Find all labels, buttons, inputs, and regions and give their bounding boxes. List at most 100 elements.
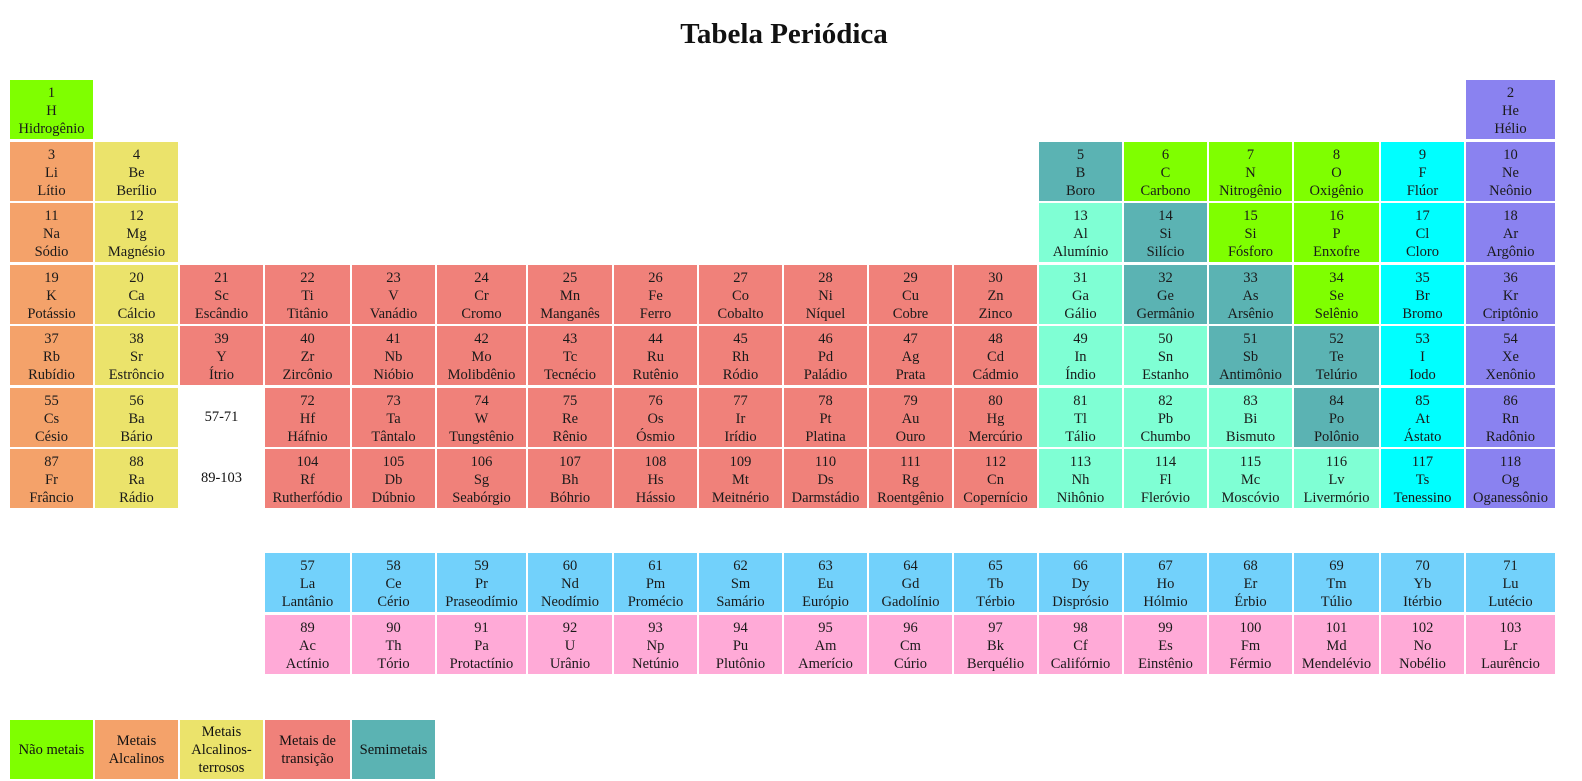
element-cell-cf-98[interactable]: 98 Cf Califórnio [1039,614,1122,674]
element-cell-cd-48[interactable]: 48 Cd Cádmio [954,326,1037,385]
element-cell-sr-38[interactable]: 38 Sr Estrôncio [95,326,178,385]
element-cell-nd-60[interactable]: 60 Nd Neodímio [528,553,612,612]
element-cell-rh-45[interactable]: 45 Rh Ródio [699,326,782,385]
element-cell-sc-21[interactable]: 21 Sc Escândio [180,264,263,324]
element-cell-bi-83[interactable]: 83 Bi Bismuto [1209,387,1292,447]
element-cell-cr-24[interactable]: 24 Cr Cromo [437,264,526,324]
element-cell-ti-22[interactable]: 22 Ti Titânio [265,264,350,324]
element-cell-c-6[interactable]: 6 C Carbono [1124,141,1207,201]
element-cell-mg-12[interactable]: 12 Mg Magnésio [95,203,178,262]
element-cell-sm-62[interactable]: 62 Sm Samário [699,553,782,612]
element-cell-w-74[interactable]: 74 W Tungstênio [437,387,526,447]
element-cell-ni-28[interactable]: 28 Ni Níquel [784,264,867,324]
element-cell-fl-114[interactable]: 114 Fl Fleróvio [1124,449,1207,508]
element-cell-v-23[interactable]: 23 V Vanádio [352,264,435,324]
element-cell-gd-64[interactable]: 64 Gd Gadolínio [869,553,952,612]
element-cell-lv-116[interactable]: 116 Lv Livermório [1294,449,1379,508]
element-cell-ce-58[interactable]: 58 Ce Cério [352,553,435,612]
element-cell-hs-108[interactable]: 108 Hs Hássio [614,449,697,508]
element-cell-re-75[interactable]: 75 Re Rênio [528,387,612,447]
element-cell-nh-113[interactable]: 113 Nh Nihônio [1039,449,1122,508]
element-cell-te-52[interactable]: 52 Te Telúrio [1294,326,1379,385]
element-cell-pb-82[interactable]: 82 Pb Chumbo [1124,387,1207,447]
element-cell-md-101[interactable]: 101 Md Mendelévio [1294,614,1379,674]
element-cell-pt-78[interactable]: 78 Pt Platina [784,387,867,447]
element-cell-as-33[interactable]: 33 As Arsênio [1209,264,1292,324]
element-cell-zr-40[interactable]: 40 Zr Zircônio [265,326,350,385]
element-cell-th-90[interactable]: 90 Th Tório [352,614,435,674]
element-cell-pd-46[interactable]: 46 Pd Paládio [784,326,867,385]
element-cell-in-49[interactable]: 49 In Índio [1039,326,1122,385]
element-cell-sg-106[interactable]: 106 Sg Seabórgio [437,449,526,508]
element-cell-ds-110[interactable]: 110 Ds Darmstádio [784,449,867,508]
element-cell-he-2[interactable]: 2 He Hélio [1466,80,1555,139]
element-cell-am-95[interactable]: 95 Am Amerício [784,614,867,674]
element-cell-ru-44[interactable]: 44 Ru Rutênio [614,326,697,385]
element-cell-hf-72[interactable]: 72 Hf Háfnio [265,387,350,447]
element-cell-sn-50[interactable]: 50 Sn Estanho [1124,326,1207,385]
element-cell-ra-88[interactable]: 88 Ra Rádio [95,449,178,508]
element-cell-rf-104[interactable]: 104 Rf Rutherfódio [265,449,350,508]
element-cell-cn-112[interactable]: 112 Cn Copernício [954,449,1037,508]
element-cell-p-16[interactable]: 16 P Enxofre [1294,203,1379,262]
element-cell-tb-65[interactable]: 65 Tb Térbio [954,553,1037,612]
element-cell-dy-66[interactable]: 66 Dy Disprósio [1039,553,1122,612]
element-cell-fm-100[interactable]: 100 Fm Férmio [1209,614,1292,674]
element-cell-u-92[interactable]: 92 U Urânio [528,614,612,674]
element-cell-tm-69[interactable]: 69 Tm Túlio [1294,553,1379,612]
element-cell-co-27[interactable]: 27 Co Cobalto [699,264,782,324]
element-cell-ir-77[interactable]: 77 Ir Irídio [699,387,782,447]
element-cell-db-105[interactable]: 105 Db Dúbnio [352,449,435,508]
element-cell-zn-30[interactable]: 30 Zn Zinco [954,264,1037,324]
element-cell-au-79[interactable]: 79 Au Ouro [869,387,952,447]
element-cell-lr-103[interactable]: 103 Lr Laurêncio [1466,614,1555,674]
element-cell-nb-41[interactable]: 41 Nb Nióbio [352,326,435,385]
element-cell-b-5[interactable]: 5 B Boro [1039,141,1122,201]
element-cell-o-8[interactable]: 8 O Oxigênio [1294,141,1379,201]
element-cell-bh-107[interactable]: 107 Bh Bóhrio [528,449,612,508]
element-cell-ts-117[interactable]: 117 Ts Tenessino [1381,449,1464,508]
element-cell-pm-61[interactable]: 61 Pm Promécio [614,553,697,612]
element-cell-si-15[interactable]: 15 Si Fósforo [1209,203,1292,262]
element-cell-og-118[interactable]: 118 Og Oganessônio [1466,449,1555,508]
element-cell-pr-59[interactable]: 59 Pr Praseodímio [437,553,526,612]
element-cell-no-102[interactable]: 102 No Nobélio [1381,614,1464,674]
element-cell-at-85[interactable]: 85 At Ástato [1381,387,1464,447]
element-cell-la-57[interactable]: 57 La Lantânio [265,553,350,612]
element-cell-ar-18[interactable]: 18 Ar Argônio [1466,203,1555,262]
element-cell-ac-89[interactable]: 89 Ac Actínio [265,614,350,674]
element-cell-ga-31[interactable]: 31 Ga Gálio [1039,264,1122,324]
element-cell-mn-25[interactable]: 25 Mn Manganês [528,264,612,324]
element-cell-mo-42[interactable]: 42 Mo Molibdênio [437,326,526,385]
element-cell-ne-10[interactable]: 10 Ne Neônio [1466,141,1555,201]
element-cell-ca-20[interactable]: 20 Ca Cálcio [95,264,178,324]
element-cell-er-68[interactable]: 68 Er Érbio [1209,553,1292,612]
element-cell-si-14[interactable]: 14 Si Silício [1124,203,1207,262]
element-cell-es-99[interactable]: 99 Es Einstênio [1124,614,1207,674]
element-cell-tl-81[interactable]: 81 Tl Tálio [1039,387,1122,447]
element-cell-yb-70[interactable]: 70 Yb Itérbio [1381,553,1464,612]
element-cell-ta-73[interactable]: 73 Ta Tântalo [352,387,435,447]
element-cell-y-39[interactable]: 39 Y Ítrio [180,326,263,385]
element-cell-h-1[interactable]: 1 H Hidrogênio [10,80,93,139]
element-cell-eu-63[interactable]: 63 Eu Európio [784,553,867,612]
element-cell-np-93[interactable]: 93 Np Netúnio [614,614,697,674]
element-cell-mc-115[interactable]: 115 Mc Moscóvio [1209,449,1292,508]
element-cell-f-9[interactable]: 9 F Flúor [1381,141,1464,201]
element-cell-cm-96[interactable]: 96 Cm Cúrio [869,614,952,674]
element-cell-fe-26[interactable]: 26 Fe Ferro [614,264,697,324]
element-cell-kr-36[interactable]: 36 Kr Criptônio [1466,264,1555,324]
element-cell-cs-55[interactable]: 55 Cs Césio [10,387,93,447]
element-cell-na-11[interactable]: 11 Na Sódio [10,203,93,262]
element-cell-be-4[interactable]: 4 Be Berílio [95,141,178,201]
element-cell-ba-56[interactable]: 56 Ba Bário [95,387,178,447]
element-cell-k-19[interactable]: 19 K Potássio [10,264,93,324]
element-cell-xe-54[interactable]: 54 Xe Xenônio [1466,326,1555,385]
element-cell-li-3[interactable]: 3 Li Lítio [10,141,93,201]
element-cell-os-76[interactable]: 76 Os Ósmio [614,387,697,447]
element-cell-lu-71[interactable]: 71 Lu Lutécio [1466,553,1555,612]
element-cell-ge-32[interactable]: 32 Ge Germânio [1124,264,1207,324]
element-cell-sb-51[interactable]: 51 Sb Antimônio [1209,326,1292,385]
element-cell-rg-111[interactable]: 111 Rg Roentgênio [869,449,952,508]
element-cell-cu-29[interactable]: 29 Cu Cobre [869,264,952,324]
